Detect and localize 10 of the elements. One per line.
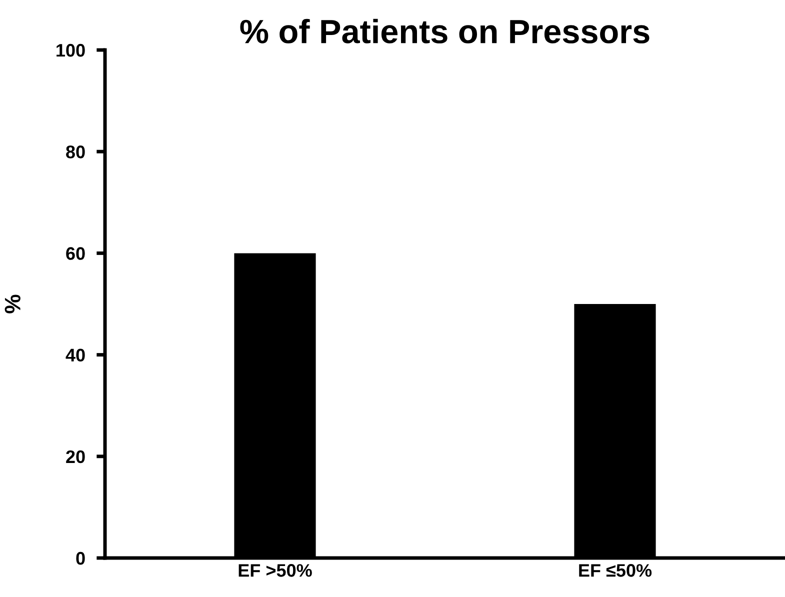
x-tick-label: EF ≤50% (579, 564, 652, 577)
y-tick-label: 100 (56, 44, 85, 57)
y-tick-label: 40 (66, 348, 85, 362)
x-tick-label: EF >50% (238, 564, 312, 577)
y-tick-label: 0 (76, 552, 85, 565)
y-tick-label: 80 (66, 146, 85, 158)
y-axis-title: % (4, 294, 20, 314)
y-tick-label: 20 (66, 450, 85, 464)
chart-title: % of Patients on Pressors (240, 18, 650, 44)
y-tick-label: 60 (66, 247, 85, 260)
